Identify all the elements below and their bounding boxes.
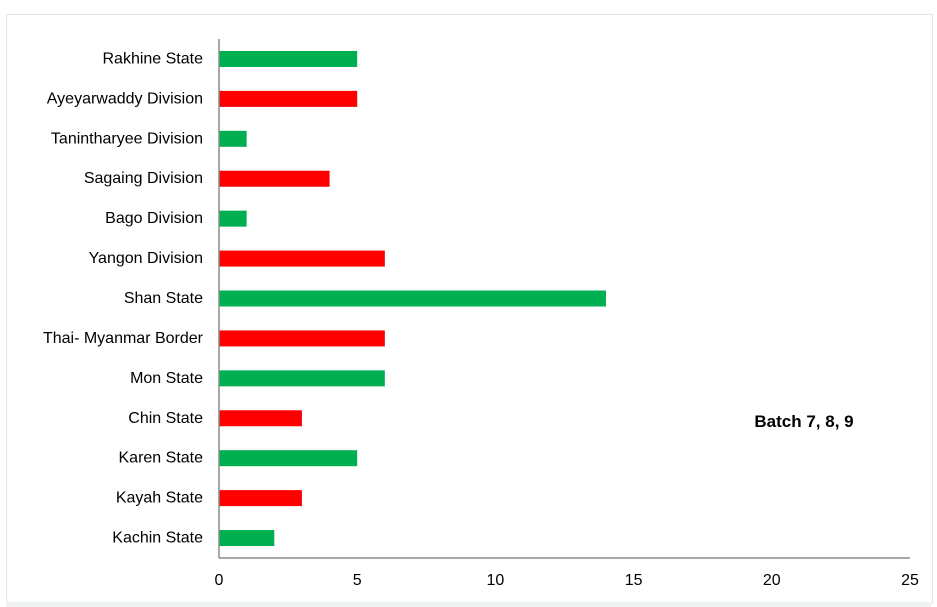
x-tick-labels: 0 5 10 15 20 25 bbox=[215, 572, 919, 589]
category-label-ayeyarwaddy-division: Ayeyarwaddy Division bbox=[47, 90, 203, 107]
category-label-shan-state: Shan State bbox=[124, 290, 203, 307]
x-tick-label-25: 25 bbox=[901, 572, 919, 589]
x-tick-label-5: 5 bbox=[353, 572, 362, 589]
x-tick-label-0: 0 bbox=[215, 572, 224, 589]
bar-bago-division bbox=[219, 210, 247, 227]
category-labels: Rakhine State Ayeyarwaddy Division Taninth… bbox=[43, 50, 204, 546]
category-label-tanintharyee-division: Tanintharyee Division bbox=[51, 130, 203, 147]
bar-chin-state bbox=[219, 410, 302, 427]
bar-sagaing-division bbox=[219, 170, 330, 187]
bar-ayeyarwaddy-division bbox=[219, 90, 358, 107]
category-label-mon-state: Mon State bbox=[130, 370, 203, 387]
category-label-kachin-state: Kachin State bbox=[112, 530, 203, 547]
bar-karen-state bbox=[219, 450, 358, 467]
category-label-bago-division: Bago Division bbox=[105, 210, 203, 227]
bar-kayah-state bbox=[219, 490, 302, 507]
bar-shan-state bbox=[219, 290, 606, 307]
category-label-sagaing-division: Sagaing Division bbox=[84, 170, 203, 187]
category-label-kayah-state: Kayah State bbox=[116, 490, 203, 507]
bars-group bbox=[219, 50, 606, 547]
bar-yangon-division bbox=[219, 250, 385, 267]
category-label-rakhine-state: Rakhine State bbox=[102, 50, 203, 67]
bar-thai-myanmar-border bbox=[219, 330, 385, 347]
chart-frame bbox=[6, 14, 933, 604]
bar-kachin-state bbox=[219, 530, 275, 547]
batch-annotation: Batch 7, 8, 9 bbox=[754, 412, 853, 431]
x-tick-label-10: 10 bbox=[487, 572, 505, 589]
x-tick-label-20: 20 bbox=[763, 572, 781, 589]
x-tick-label-15: 15 bbox=[625, 572, 643, 589]
bar-rakhine-state bbox=[219, 50, 358, 67]
bar-mon-state bbox=[219, 370, 385, 387]
category-label-yangon-division: Yangon Division bbox=[89, 250, 203, 267]
category-label-thai-myanmar-border: Thai- Myanmar Border bbox=[43, 330, 204, 347]
category-label-karen-state: Karen State bbox=[119, 450, 204, 467]
category-label-chin-state: Chin State bbox=[128, 410, 203, 427]
bottom-strip bbox=[6, 602, 931, 607]
bar-tanintharyee-division bbox=[219, 130, 247, 147]
